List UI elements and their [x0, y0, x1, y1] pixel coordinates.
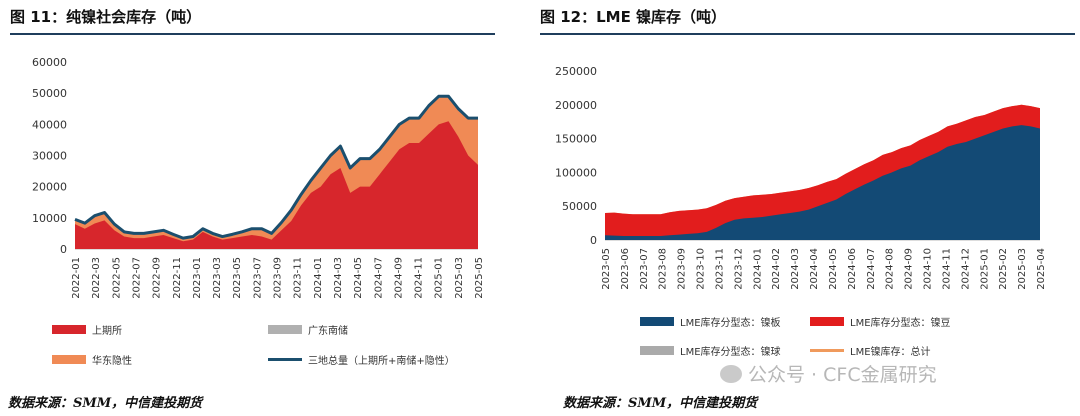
y-tick-label: 40000 — [32, 118, 67, 131]
watermark-text: 公众号 · CFC金属研究 — [748, 364, 937, 386]
x-tick-label: 2023-05 — [601, 248, 612, 290]
x-tick-label: 2023-07 — [639, 248, 650, 290]
legend-label: LME镍库存：总计 — [850, 347, 931, 358]
legend-label: 广东南储 — [308, 326, 348, 337]
legend-swatch-briquette — [810, 317, 844, 326]
left-source: 数据来源：SMM，中信建投期货 — [8, 396, 203, 411]
x-tick-label: 2024-05 — [353, 257, 364, 299]
x-tick-label: 2023-11 — [714, 248, 725, 290]
x-tick-label: 2024-01 — [313, 257, 324, 299]
right-legend-item: LME镍库存：总计 — [810, 343, 931, 358]
x-tick-label: 2024-07 — [373, 257, 384, 299]
watermark: 公众号 · CFC金属研究 — [720, 360, 937, 387]
legend-swatch-plate — [640, 317, 674, 326]
x-tick-label: 2023-08 — [658, 248, 669, 290]
legend-label: 上期所 — [92, 326, 122, 337]
wechat-icon — [720, 364, 742, 383]
series-line-total — [74, 94, 478, 240]
x-tick-label: 2023-09 — [677, 248, 688, 290]
legend-label: LME库存分型态：镍豆 — [850, 318, 951, 329]
x-tick-label: 2023-05 — [232, 257, 243, 299]
left-legend-item: 广东南储 — [268, 322, 348, 337]
x-tick-label: 2023-07 — [252, 257, 263, 299]
x-tick-label: 2024-09 — [393, 257, 404, 299]
x-tick-label: 2025-03 — [454, 257, 465, 299]
right-legend-item: LME库存分型态：镍板 — [640, 314, 781, 329]
right-chart-title: 图 12：LME 镍库存（吨） — [540, 8, 727, 26]
y-tick-label: 100000 — [555, 166, 597, 179]
x-tick-label: 2024-04 — [809, 248, 820, 290]
legend-swatch-guangdong — [268, 325, 302, 334]
y-tick-label: 250000 — [555, 65, 597, 78]
x-tick-label: 2023-09 — [273, 257, 284, 299]
left-legend-item: 华东隐性 — [52, 352, 132, 367]
y-tick-label: 10000 — [32, 212, 67, 225]
left-legend-item: 三地总量（上期所+南储+隐性） — [268, 352, 455, 367]
legend-label: LME库存分型态：镍球 — [680, 347, 781, 358]
y-tick-label: 200000 — [555, 99, 597, 112]
legend-swatch-total — [268, 358, 302, 361]
x-tick-label: 2024-03 — [333, 257, 344, 299]
right-legend-item: LME库存分型态：镍豆 — [810, 314, 951, 329]
x-tick-label: 2025-05 — [474, 257, 485, 299]
x-tick-label: 2023-10 — [696, 248, 707, 290]
x-tick-label: 2023-03 — [212, 257, 223, 299]
x-tick-label: 2022-07 — [131, 257, 142, 299]
legend-label: 三地总量（上期所+南储+隐性） — [308, 356, 455, 367]
x-tick-label: 2025-03 — [1017, 248, 1028, 290]
right-chart: 0 50000 100000 150000 200000 250000 2023-05 202… — [555, 65, 1047, 290]
x-tick-label: 2024-08 — [885, 248, 896, 290]
x-tick-label: 2025-02 — [998, 248, 1009, 290]
x-tick-label: 2024-11 — [941, 248, 952, 290]
x-tick-label: 2023-12 — [733, 248, 744, 290]
legend-swatch-lme-total — [810, 349, 844, 352]
right-title-rule — [540, 33, 1075, 35]
x-tick-label: 2022-09 — [152, 257, 163, 299]
legend-label: 华东隐性 — [92, 356, 132, 367]
series-area-shfe — [75, 121, 478, 249]
legend-swatch-shfe — [52, 325, 86, 334]
x-tick-label: 2024-10 — [923, 248, 934, 290]
x-tick-label: 2025-01 — [979, 248, 990, 290]
x-tick-label: 2022-11 — [172, 257, 183, 299]
y-tick-label: 30000 — [32, 150, 67, 163]
x-tick-label: 2024-03 — [790, 248, 801, 290]
legend-swatch-ball — [640, 346, 674, 355]
x-tick-label: 2024-02 — [771, 248, 782, 290]
y-tick-label: 60000 — [32, 56, 67, 69]
y-tick-label: 50000 — [562, 200, 597, 213]
left-chart: 0 10000 20000 30000 40000 50000 60000 2022-01 20… — [32, 56, 485, 299]
y-tick-label: 0 — [60, 243, 67, 256]
legend-swatch-huadong — [52, 355, 86, 364]
x-tick-label: 2023-06 — [620, 248, 631, 290]
y-tick-label: 150000 — [555, 133, 597, 146]
x-tick-label: 2024-07 — [866, 248, 877, 290]
y-tick-label: 0 — [590, 234, 597, 247]
right-legend-item: LME库存分型态：镍球 — [640, 343, 781, 358]
x-tick-label: 2024-06 — [847, 248, 858, 290]
x-tick-label: 2022-03 — [91, 257, 102, 299]
x-tick-label: 2023-11 — [293, 257, 304, 299]
legend-label: LME库存分型态：镍板 — [680, 318, 781, 329]
x-tick-label: 2024-05 — [828, 248, 839, 290]
left-chart-title: 图 11：纯镍社会库存（吨） — [10, 8, 202, 26]
x-tick-label: 2022-05 — [111, 257, 122, 299]
y-tick-label: 20000 — [32, 181, 67, 194]
series-area-plate — [605, 125, 1040, 240]
x-tick-label: 2024-12 — [960, 248, 971, 290]
x-tick-label: 2024-01 — [752, 248, 763, 290]
x-tick-label: 2022-01 — [71, 257, 82, 299]
left-title-rule — [10, 33, 495, 35]
x-tick-label: 2025-01 — [434, 257, 445, 299]
x-tick-label: 2024-09 — [904, 248, 915, 290]
left-legend-item: 上期所 — [52, 322, 122, 337]
y-tick-label: 50000 — [32, 87, 67, 100]
x-tick-label: 2025-04 — [1036, 248, 1047, 290]
x-tick-label: 2024-11 — [414, 257, 425, 299]
x-tick-label: 2023-01 — [192, 257, 203, 299]
right-source: 数据来源：SMM，中信建投期货 — [563, 396, 758, 411]
